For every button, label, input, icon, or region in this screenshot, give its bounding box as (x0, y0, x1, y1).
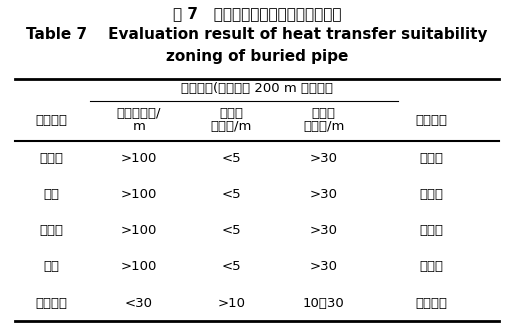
Text: >100: >100 (121, 188, 157, 201)
Text: 适宜区: 适宜区 (420, 260, 444, 273)
Text: 适宜区: 适宜区 (420, 152, 444, 165)
Text: >100: >100 (121, 260, 157, 273)
Text: >30: >30 (310, 152, 338, 165)
Text: 适宜区: 适宜区 (420, 224, 444, 237)
Text: 适宜区: 适宜区 (420, 188, 444, 201)
Text: 祥云岛: 祥云岛 (40, 224, 63, 237)
Text: 分区指标(地表以下 200 m 范围内）: 分区指标(地表以下 200 m 范围内） (181, 82, 333, 95)
Text: >100: >100 (121, 152, 157, 165)
Text: 评价结果: 评价结果 (416, 114, 448, 127)
Text: >30: >30 (310, 224, 338, 237)
Text: 龙岛: 龙岛 (43, 260, 60, 273)
Text: 总厚度/m: 总厚度/m (303, 120, 344, 133)
Text: 总厚度/m: 总厚度/m (211, 120, 252, 133)
Text: zoning of buried pipe: zoning of buried pipe (166, 49, 348, 64)
Text: m: m (132, 120, 145, 133)
Text: <5: <5 (222, 188, 241, 201)
Text: 表 7   地埋管换热适宜性分区评价结果: 表 7 地埋管换热适宜性分区评价结果 (173, 6, 341, 21)
Text: <30: <30 (125, 297, 153, 309)
Text: 月岛: 月岛 (43, 188, 60, 201)
Text: 第四系厚度/: 第四系厚度/ (117, 107, 161, 120)
Text: >100: >100 (121, 224, 157, 237)
Text: 石河南岛: 石河南岛 (35, 297, 67, 309)
Text: 10～30: 10～30 (303, 297, 345, 309)
Text: <5: <5 (222, 224, 241, 237)
Text: >10: >10 (217, 297, 245, 309)
Text: <5: <5 (222, 260, 241, 273)
Text: >30: >30 (310, 188, 338, 201)
Text: 卵石层: 卵石层 (219, 107, 243, 120)
Text: 含水层: 含水层 (312, 107, 336, 120)
Text: >30: >30 (310, 260, 338, 273)
Text: Table 7    Evaluation result of heat transfer suitability: Table 7 Evaluation result of heat transf… (26, 27, 488, 42)
Text: 菩提岛: 菩提岛 (40, 152, 63, 165)
Text: <5: <5 (222, 152, 241, 165)
Text: 海岛名称: 海岛名称 (35, 114, 67, 127)
Text: 较适宜区: 较适宜区 (416, 297, 448, 309)
